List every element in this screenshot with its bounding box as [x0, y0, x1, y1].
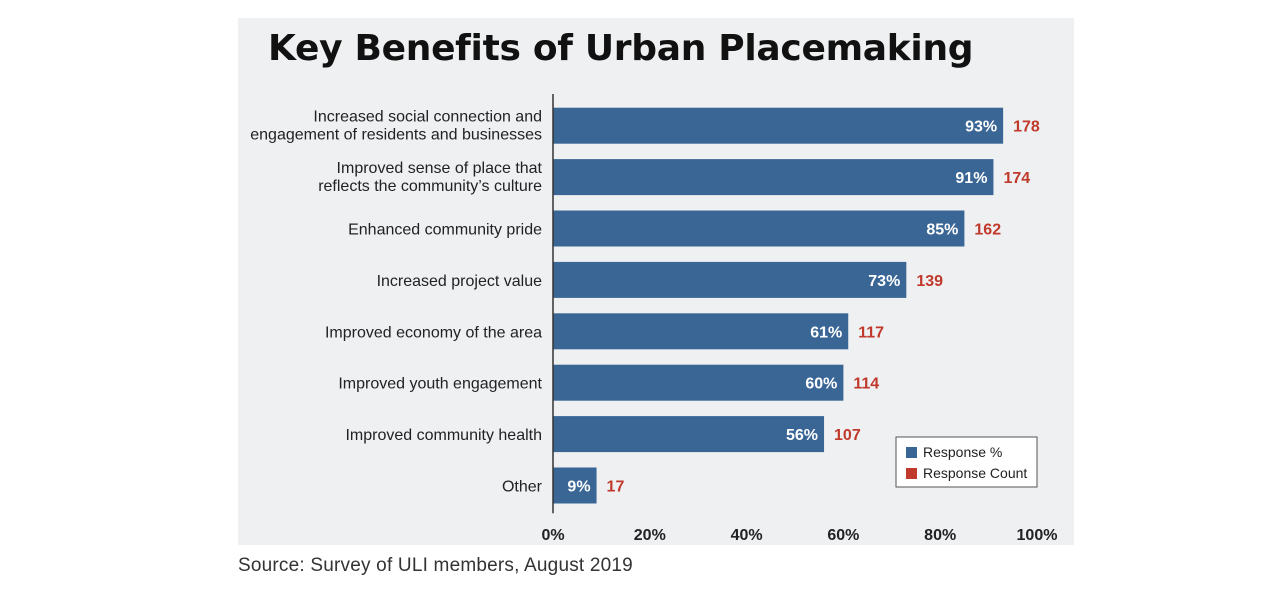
category-label: Improved youth engagement	[338, 376, 542, 393]
source-note: Source: Survey of ULI members, August 20…	[238, 555, 633, 576]
category-label: Increased social connection and engagemen…	[250, 109, 542, 144]
percent-label: 85%	[926, 222, 958, 239]
count-label: 174	[1003, 170, 1030, 187]
x-tick-label: 40%	[731, 527, 763, 544]
count-label: 114	[853, 376, 879, 393]
bar	[553, 416, 825, 453]
category-label: Improved economy of the area	[325, 324, 542, 341]
percent-label: 91%	[955, 170, 987, 187]
percent-label: 61%	[810, 324, 842, 341]
percent-label: 9%	[567, 479, 590, 496]
category-label: Enhanced community pride	[348, 222, 542, 239]
x-tick-label: 100%	[1017, 527, 1058, 544]
category-label: Increased project value	[377, 273, 543, 290]
percent-label: 73%	[868, 273, 900, 290]
legend-label-count: Response Count	[923, 465, 1027, 481]
percent-label: 56%	[786, 427, 818, 444]
percent-label: 93%	[965, 119, 997, 136]
legend-label-percent: Response %	[923, 444, 1002, 460]
count-label: 139	[916, 273, 943, 290]
bar	[553, 107, 1004, 144]
bar-chart: Increased social connection and engagemen…	[250, 94, 1058, 544]
count-label: 17	[607, 479, 625, 496]
chart-title: Key Benefits of Urban Placemaking	[268, 28, 974, 69]
bar	[553, 210, 965, 247]
category-label: Other	[502, 479, 543, 496]
category-label: Improved sense of place that reflects the…	[318, 160, 542, 195]
percent-label: 60%	[805, 376, 837, 393]
x-tick-label: 0%	[541, 527, 564, 544]
legend-swatch-percent	[906, 447, 917, 458]
bar	[553, 467, 597, 504]
bar	[553, 159, 994, 196]
count-label: 107	[834, 427, 861, 444]
x-tick-label: 60%	[827, 527, 859, 544]
count-label: 162	[974, 222, 1001, 239]
category-label: Improved community health	[345, 427, 542, 444]
count-label: 117	[858, 324, 884, 341]
legend-swatch-count	[906, 468, 917, 479]
x-tick-label: 20%	[634, 527, 666, 544]
bar	[553, 313, 849, 350]
bar	[553, 261, 907, 298]
x-tick-label: 80%	[924, 527, 956, 544]
bar	[553, 364, 844, 401]
count-label: 178	[1013, 119, 1040, 136]
legend-box	[895, 436, 1038, 488]
chart-card: Key Benefits of Urban Placemaking Increa…	[238, 18, 1074, 545]
